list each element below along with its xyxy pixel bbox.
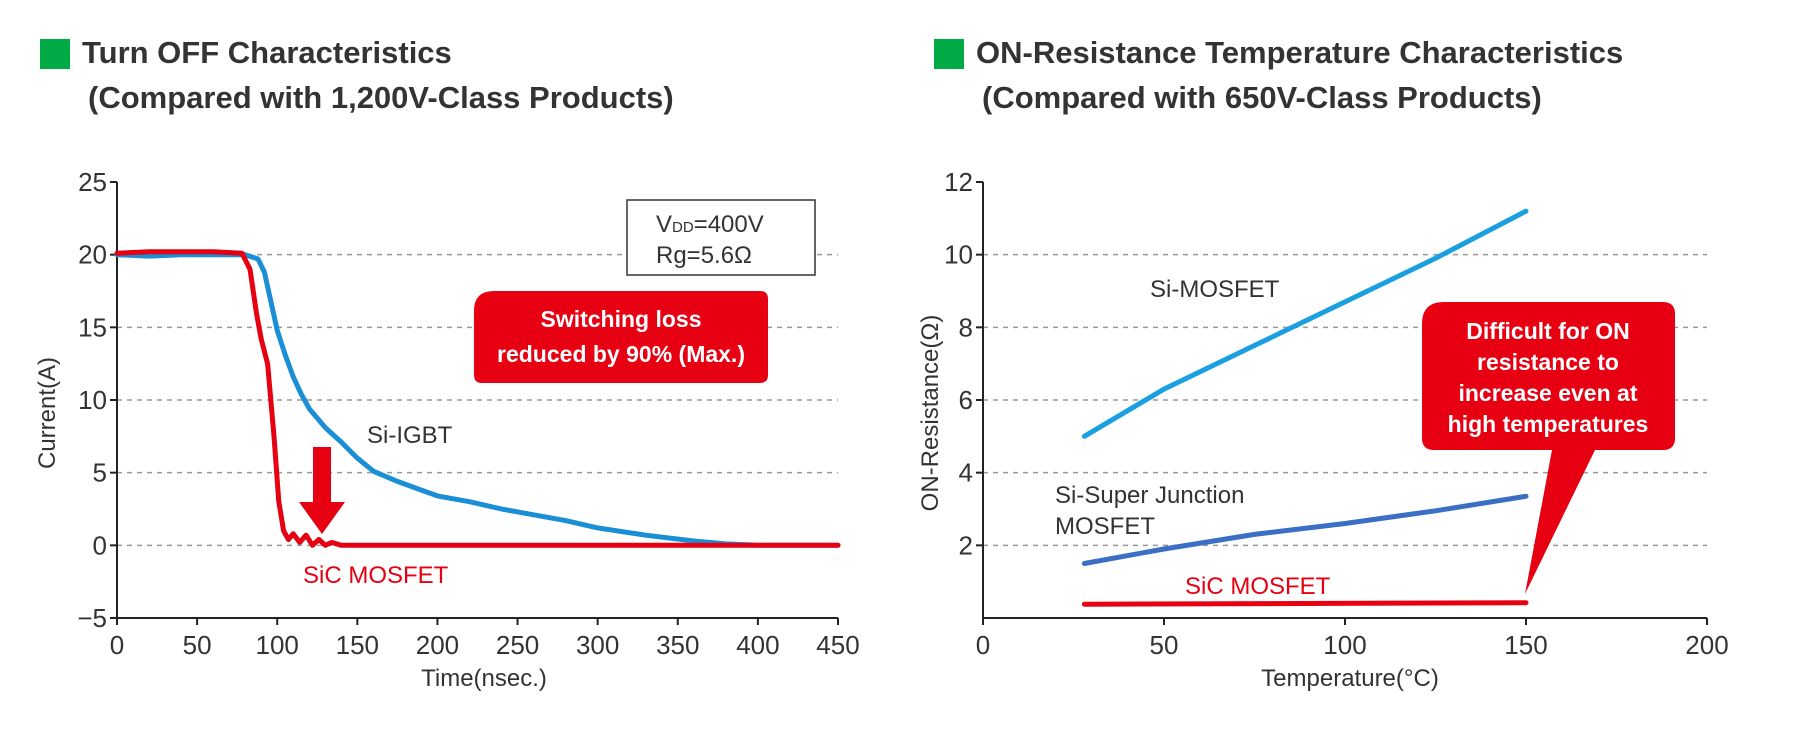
r-y-tick-label-1: 10 xyxy=(944,240,973,270)
right-title-square-icon xyxy=(934,39,964,69)
l-y-tick-label-6: −5 xyxy=(77,603,107,633)
left-title-square-icon xyxy=(40,39,70,69)
right-axes xyxy=(976,181,1708,625)
r-x-tick-label-4: 200 xyxy=(1685,630,1728,660)
l-y-tick-label-0: 25 xyxy=(78,167,107,197)
callout-r-line-1: Difficult for ON xyxy=(1466,318,1630,344)
si-sj-series-label-line-1: Si-Super Junction xyxy=(1055,482,1244,509)
right-x-axis-label: Temperature(°C) xyxy=(1261,665,1439,692)
sic-mosfet-series-label-right: SiC MOSFET xyxy=(1185,573,1331,600)
right-y-tick-labels: 12 10 8 6 4 2 xyxy=(944,167,973,560)
reduction-arrow-icon xyxy=(299,447,345,534)
rg-condition-label: Rg=5.6Ω xyxy=(656,242,752,269)
r-x-tick-label-0: 0 xyxy=(976,630,990,660)
si-mosfet-line xyxy=(1081,208,1529,439)
r-y-tick-label-5: 2 xyxy=(959,530,973,560)
si-sj-series-label-line-2: MOSFET xyxy=(1055,513,1155,540)
l-x-tick-label-5: 250 xyxy=(496,630,539,660)
callout-line-2: reduced by 90% (Max.) xyxy=(497,341,745,367)
l-x-tick-label-7: 350 xyxy=(656,630,699,660)
left-chart-title: Turn OFF Characteristics xyxy=(82,35,452,70)
r-y-tick-label-4: 4 xyxy=(959,458,973,488)
left-chart-subtitle: (Compared with 1,200V-Class Products) xyxy=(88,80,674,115)
left-x-tick-labels: 0 50 100 150 200 250 300 350 400 450 xyxy=(110,630,860,660)
l-x-tick-label-6: 300 xyxy=(576,630,619,660)
si-igbt-line xyxy=(114,252,841,548)
right-chart-subtitle: (Compared with 650V-Class Products) xyxy=(982,80,1542,115)
callout-line-1: Switching loss xyxy=(540,306,701,332)
on-resistance-chart: 12 10 8 6 4 2 0 50 100 150 200 Temperature(°C) ON… xyxy=(917,167,1729,692)
l-x-tick-label-4: 200 xyxy=(416,630,459,660)
l-x-tick-label-8: 400 xyxy=(736,630,779,660)
right-y-axis-label: ON-Resistance(Ω) xyxy=(917,315,944,512)
conditions-box xyxy=(626,199,816,276)
vdd-condition-label: VDD=400V xyxy=(656,211,764,238)
left-x-axis-label: Time(nsec.) xyxy=(421,665,547,692)
right-x-tick-labels: 0 50 100 150 200 xyxy=(976,630,1729,660)
sic-mosfet-line-right xyxy=(1081,600,1529,607)
high-temperature-callout xyxy=(1422,302,1675,594)
r-y-tick-label-3: 6 xyxy=(959,385,973,415)
r-y-tick-label-2: 8 xyxy=(959,312,973,342)
l-x-tick-label-0: 0 xyxy=(110,630,124,660)
l-x-tick-label-9: 450 xyxy=(816,630,859,660)
si-mosfet-series-label: Si-MOSFET xyxy=(1150,276,1280,303)
left-y-axis-label: Current(A) xyxy=(34,357,61,469)
l-y-tick-label-5: 0 xyxy=(93,530,107,560)
callout-r-line-4: high temperatures xyxy=(1448,411,1649,437)
switching-loss-callout xyxy=(474,291,768,383)
l-y-tick-label-2: 15 xyxy=(78,312,107,342)
callout-r-line-2: resistance to xyxy=(1477,349,1619,375)
r-x-tick-label-3: 150 xyxy=(1504,630,1547,660)
si-igbt-series-label: Si-IGBT xyxy=(367,422,453,449)
r-x-tick-label-2: 100 xyxy=(1323,630,1366,660)
sic-mosfet-line-left xyxy=(114,249,841,548)
l-y-tick-label-3: 10 xyxy=(78,385,107,415)
si-super-junction-line xyxy=(1081,493,1529,566)
r-y-tick-label-0: 12 xyxy=(944,167,973,197)
r-x-tick-label-1: 50 xyxy=(1150,630,1179,660)
l-x-tick-label-2: 100 xyxy=(256,630,299,660)
right-chart-title: ON-Resistance Temperature Characteristic… xyxy=(976,35,1624,70)
l-x-tick-label-3: 150 xyxy=(336,630,379,660)
l-y-tick-label-1: 20 xyxy=(78,240,107,270)
left-y-tick-labels: 25 20 15 10 5 0 −5 xyxy=(77,167,107,633)
sic-mosfet-series-label-left: SiC MOSFET xyxy=(303,562,449,589)
l-x-tick-label-1: 50 xyxy=(183,630,212,660)
callout-r-line-3: increase even at xyxy=(1458,380,1637,406)
l-y-tick-label-4: 5 xyxy=(93,458,107,488)
